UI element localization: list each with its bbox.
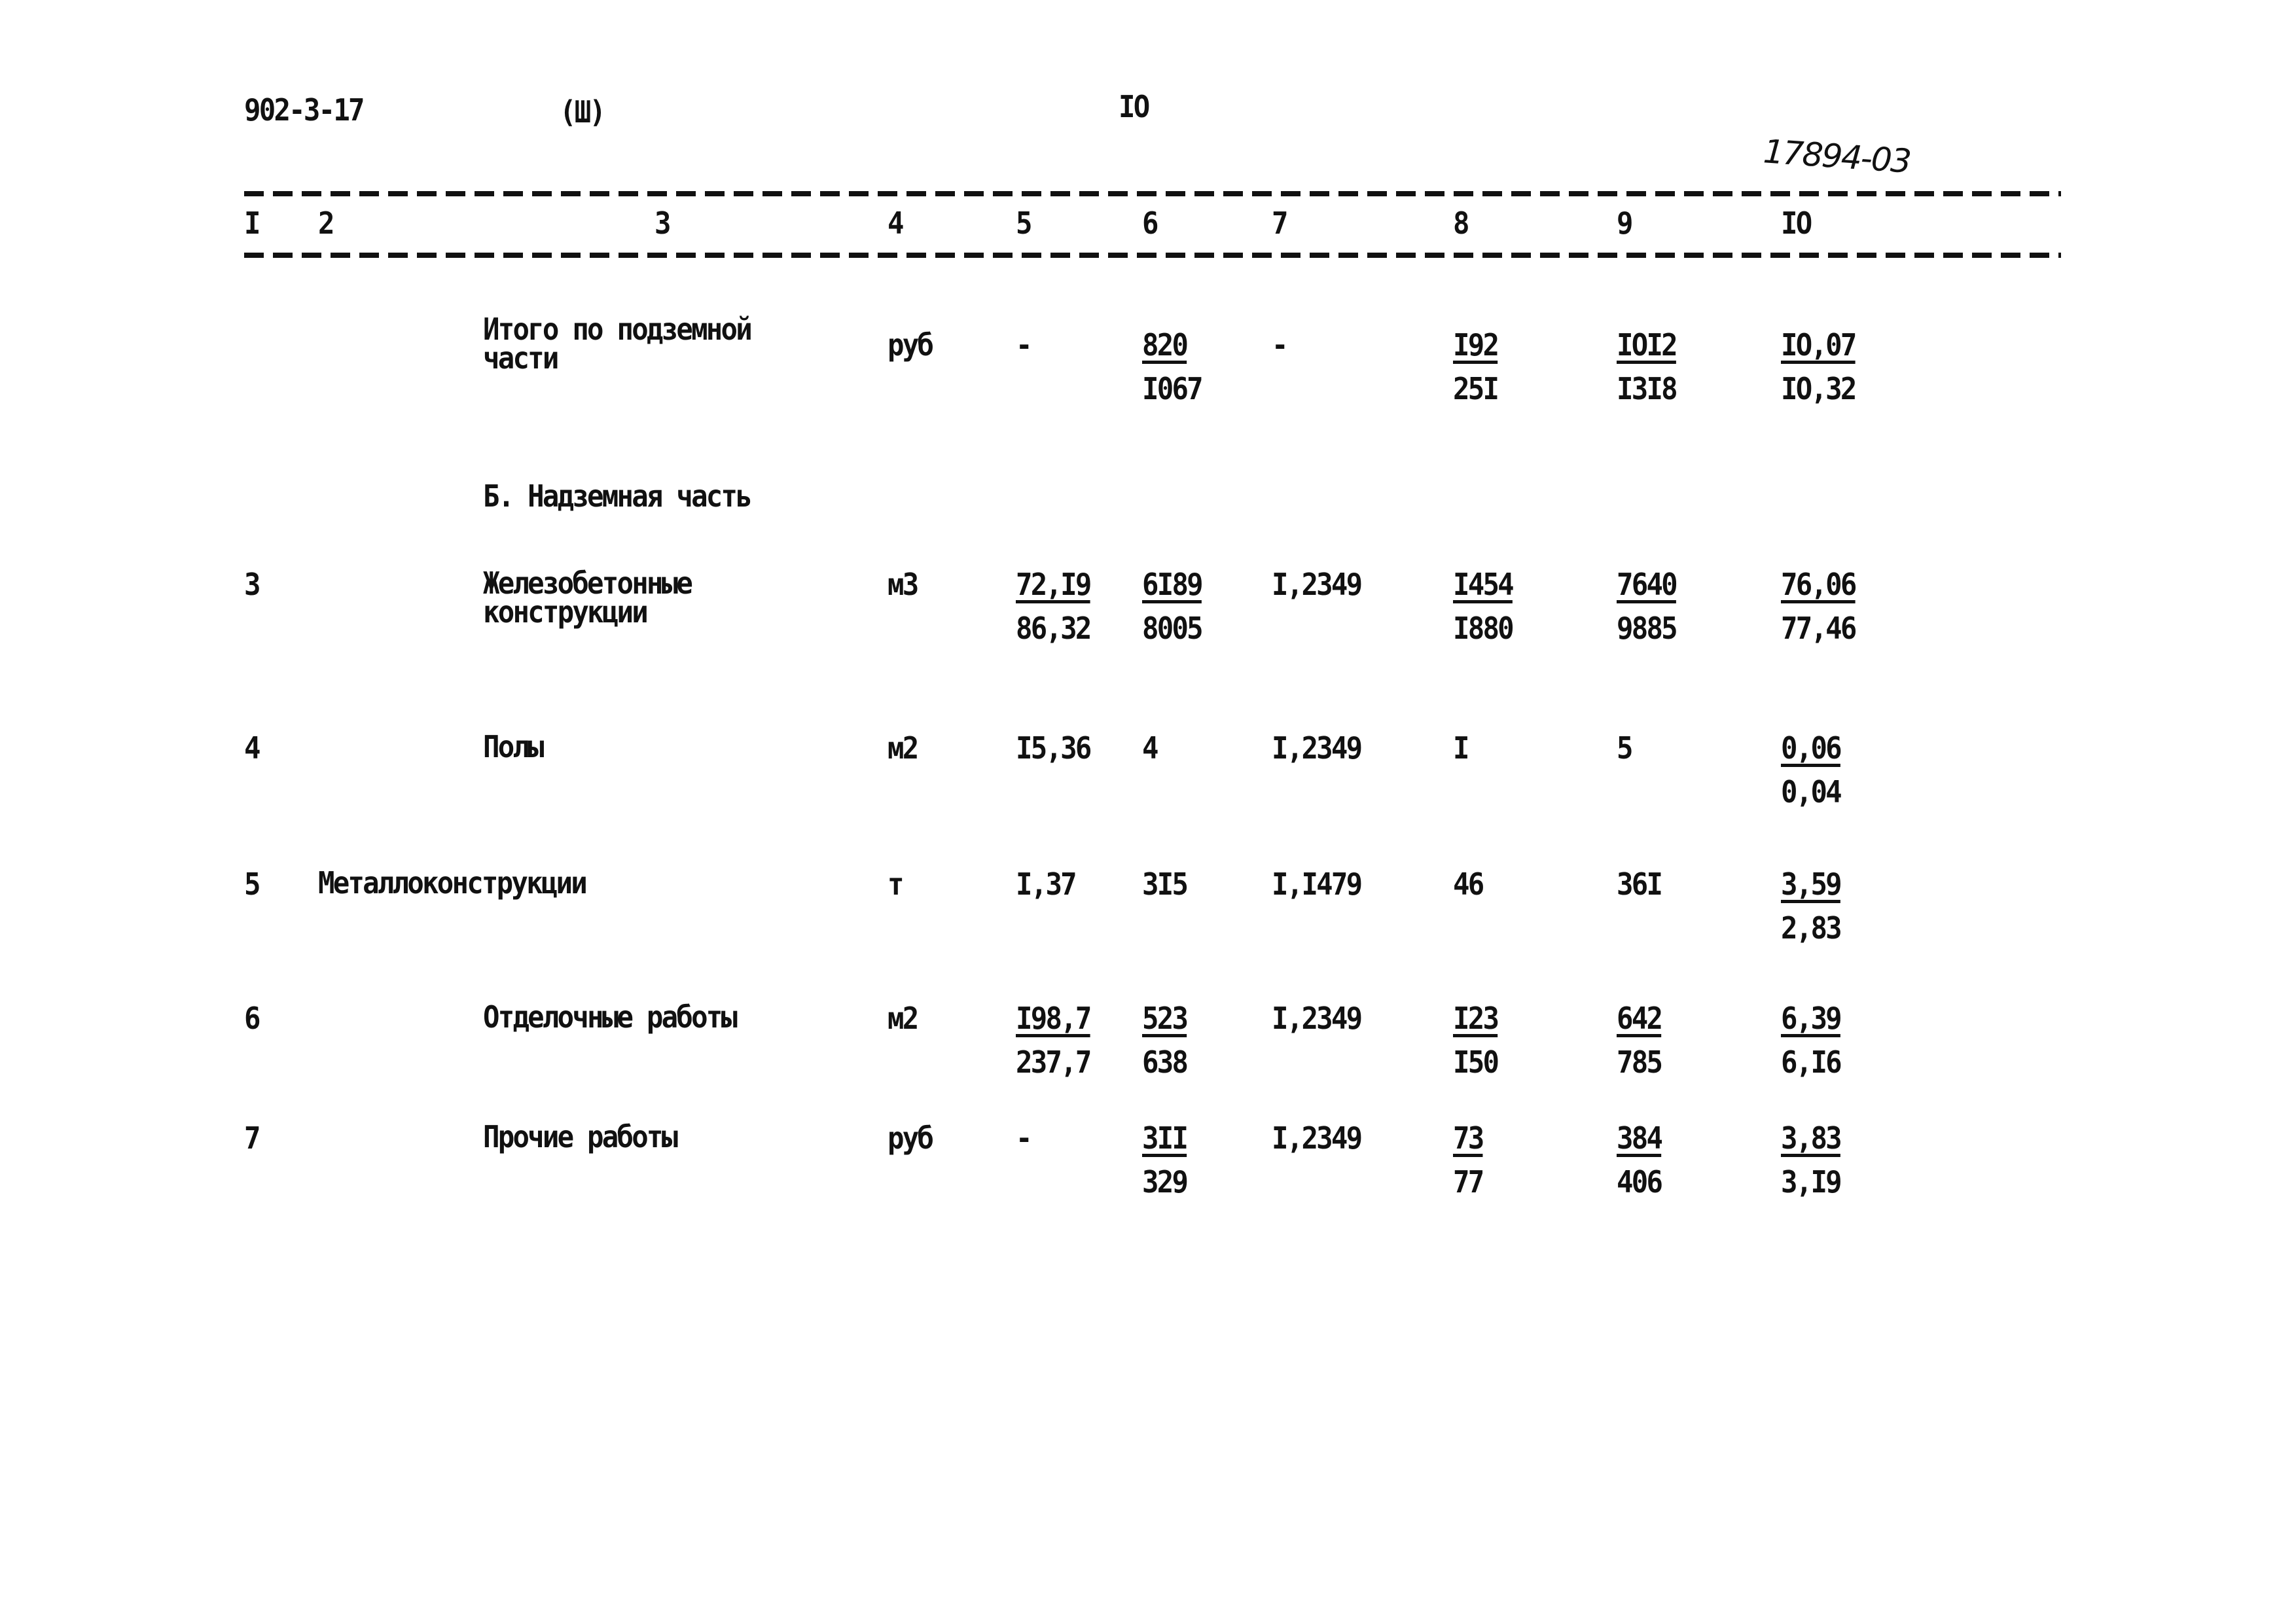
column-header-10: IO — [1781, 205, 1812, 241]
cell-col5-numerator: 72,I9 — [1016, 567, 1092, 602]
row-number: 5 — [244, 866, 260, 902]
cell-col8-numerator: I454 — [1453, 567, 1515, 602]
cell-col5: - — [1016, 1120, 1032, 1156]
item-name: Итого по подземной части — [483, 312, 753, 376]
cell-col10-numerator: 6,39 — [1781, 1001, 1842, 1036]
cell-col7: I,I479 — [1272, 866, 1363, 902]
cell-col5-numerator: I98,7 — [1016, 1001, 1092, 1036]
cell-col8-denominator: 77 — [1453, 1164, 1484, 1200]
cell-col8-numerator: I23 — [1453, 1001, 1499, 1036]
cell-col5: I5,36 — [1016, 730, 1092, 766]
cell-col10-numerator: 0,06 — [1781, 730, 1842, 766]
cell-col7: I,2349 — [1272, 1001, 1363, 1036]
table-top-rule — [244, 191, 2061, 196]
cell-col10-numerator: 3,83 — [1781, 1120, 1842, 1156]
cell-col5-denominator: 237,7 — [1016, 1044, 1092, 1080]
cell-col5: I,37 — [1016, 866, 1077, 902]
cell-col9-denominator: 785 — [1617, 1044, 1663, 1080]
cell-col8: 46 — [1453, 866, 1484, 902]
cell-col5-denominator: 86,32 — [1016, 611, 1092, 646]
cell-col9-denominator: I3I8 — [1617, 371, 1678, 406]
cell-col9-numerator: 7640 — [1617, 567, 1678, 602]
cell-col9-denominator: 9885 — [1617, 611, 1678, 646]
row-number: 3 — [244, 567, 260, 602]
cell-col7: I,2349 — [1272, 1120, 1363, 1156]
cell-col9: 36I — [1617, 866, 1663, 902]
cell-col10-denominator: 3,I9 — [1781, 1164, 1842, 1200]
column-header-4: 4 — [888, 205, 904, 241]
cell-col8-denominator: 25I — [1453, 371, 1499, 406]
cell-col6-denominator: 638 — [1142, 1044, 1189, 1080]
column-header-3: 3 — [655, 205, 671, 241]
column-header-6: 6 — [1142, 205, 1158, 241]
handwritten-reference: 17894-03 — [1762, 132, 1912, 181]
column-header-7: 7 — [1272, 205, 1288, 241]
item-name: Железобетонные конструкции — [483, 565, 693, 630]
cell-col9-numerator: 384 — [1617, 1120, 1663, 1156]
cell-col7: - — [1272, 327, 1288, 363]
page-number: IO — [1119, 89, 1150, 124]
cell-col6-denominator: 8005 — [1142, 611, 1204, 646]
row-number: 7 — [244, 1120, 260, 1156]
cell-col6-numerator: 6I89 — [1142, 567, 1204, 602]
cell-col7: I,2349 — [1272, 730, 1363, 766]
column-header-9: 9 — [1617, 205, 1633, 241]
cell-col8: I — [1453, 730, 1469, 766]
cell-col6-denominator: 329 — [1142, 1164, 1189, 1200]
unit: м3 — [888, 567, 919, 602]
column-header-8: 8 — [1453, 205, 1469, 241]
cell-col6-numerator: 820 — [1142, 327, 1189, 363]
item-name: Металлоконструкции — [318, 865, 588, 901]
cell-col6-denominator: I067 — [1142, 371, 1204, 406]
cell-col6-numerator: 3II — [1142, 1120, 1189, 1156]
cell-col8-denominator: I880 — [1453, 611, 1515, 646]
cell-col10-denominator: IO,32 — [1781, 371, 1857, 406]
cell-col9-numerator: IOI2 — [1617, 327, 1678, 363]
cell-col8-denominator: I50 — [1453, 1044, 1499, 1080]
cell-col9-numerator: 642 — [1617, 1001, 1663, 1036]
part-label: (Ш) — [560, 94, 606, 130]
cell-col10-denominator: 2,83 — [1781, 910, 1842, 946]
table-header-rule — [244, 253, 2061, 258]
cell-col9: 5 — [1617, 730, 1633, 766]
cell-col6: 3I5 — [1142, 866, 1189, 902]
row-number: 6 — [244, 1001, 260, 1036]
unit: м2 — [888, 730, 919, 766]
cell-col6: 4 — [1142, 730, 1158, 766]
cell-col8-numerator: 73 — [1453, 1120, 1484, 1156]
unit: руб — [888, 1120, 934, 1156]
cell-col6-numerator: 523 — [1142, 1001, 1189, 1036]
cell-col10-denominator: 77,46 — [1781, 611, 1857, 646]
cell-col5: - — [1016, 327, 1032, 363]
row-number: 4 — [244, 730, 260, 766]
cell-col10-numerator: IO,07 — [1781, 327, 1857, 363]
unit: т — [888, 866, 904, 902]
unit: м2 — [888, 1001, 919, 1036]
section-heading: Б. Надземная часть — [483, 478, 753, 514]
cell-col9-denominator: 406 — [1617, 1164, 1663, 1200]
column-header-2: 2 — [318, 205, 334, 241]
item-name: Прочие работы — [483, 1119, 678, 1154]
cell-col10-numerator: 76,06 — [1781, 567, 1857, 602]
unit: руб — [888, 327, 934, 363]
cell-col10-denominator: 0,04 — [1781, 774, 1842, 810]
cell-col10-denominator: 6,I6 — [1781, 1044, 1842, 1080]
document-code: 902-3-17 — [244, 92, 365, 128]
column-header-1: I — [244, 205, 260, 241]
cell-col7: I,2349 — [1272, 567, 1363, 602]
column-header-5: 5 — [1016, 205, 1032, 241]
item-name: Полы — [483, 729, 545, 764]
cell-col10-numerator: 3,59 — [1781, 866, 1842, 902]
cell-col8-numerator: I92 — [1453, 327, 1499, 363]
item-name: Отделочные работы — [483, 999, 738, 1035]
